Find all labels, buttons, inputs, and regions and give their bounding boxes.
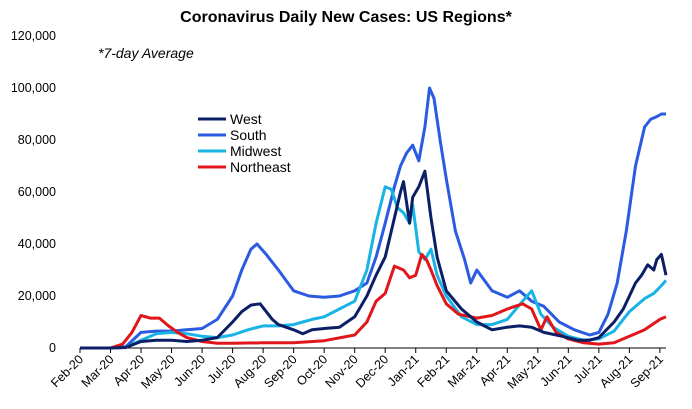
x-tick-label: Jun-20 [171,352,208,389]
y-tick-label: 80,000 [18,133,56,147]
y-tick-label: 60,000 [18,185,56,199]
legend-label-west: West [230,111,262,127]
x-axis-ticks: Feb-20Mar-20Apr-20May-20Jun-20Jul-20Aug-… [48,348,666,392]
y-tick-label: 40,000 [18,237,56,251]
x-tick-label: May-21 [505,352,544,391]
y-tick-label: 100,000 [11,81,56,95]
y-axis-ticks: 0 20,000 40,000 60,000 80,000 100,000 120,000 [11,29,56,355]
x-tick-label: Sep-20 [261,352,299,390]
x-tick-label: Feb-20 [48,352,86,390]
chart-title: Coronavirus Daily New Cases: US Regions* [180,9,512,26]
x-tick-label: Sep-21 [628,352,666,390]
x-tick-label: May-20 [138,352,177,391]
legend-label-midwest: Midwest [230,143,281,159]
series-line-south [80,86,666,350]
series-line-west [80,169,668,350]
x-tick-label: Mar-21 [445,352,483,390]
x-tick-label: Nov-20 [322,352,360,390]
legend-label-south: South [230,127,267,143]
x-tick-label: Aug-21 [597,352,635,390]
x-tick-label: Jun-21 [538,352,575,389]
y-tick-label: 0 [49,341,56,355]
x-tick-label: Mar-20 [79,352,117,390]
x-tick-label: Jan-21 [385,352,422,389]
x-tick-label: Dec-20 [353,352,391,390]
chart-note: *7-day Average [98,45,194,61]
y-tick-label: 120,000 [11,29,56,43]
legend-label-northeast: Northeast [230,159,291,175]
x-tick-label: Feb-21 [414,352,452,390]
x-tick-label: Aug-20 [231,352,269,390]
series-lines [80,86,668,350]
y-tick-label: 20,000 [18,289,56,303]
